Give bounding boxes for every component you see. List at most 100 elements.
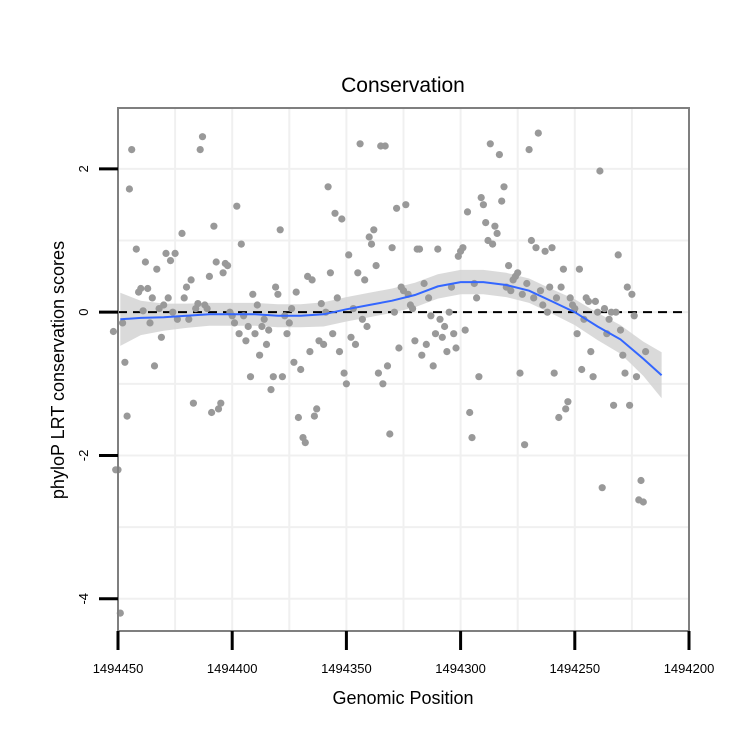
data-point xyxy=(119,319,127,327)
data-point xyxy=(139,307,147,315)
data-point xyxy=(594,308,602,316)
data-point xyxy=(310,412,318,420)
data-point xyxy=(198,133,207,141)
data-point xyxy=(160,301,168,309)
data-point xyxy=(354,269,362,277)
data-point xyxy=(562,405,570,413)
data-point xyxy=(194,300,202,308)
data-point xyxy=(182,283,191,291)
data-point xyxy=(121,358,129,366)
data-point xyxy=(415,245,424,253)
data-point xyxy=(164,294,172,302)
data-point xyxy=(548,244,556,252)
data-point xyxy=(338,215,346,223)
data-point xyxy=(559,265,568,273)
data-point xyxy=(333,294,341,302)
data-point xyxy=(109,327,117,336)
data-point xyxy=(534,129,542,137)
data-point xyxy=(402,201,410,209)
data-point xyxy=(253,301,261,309)
data-point xyxy=(379,380,387,388)
data-point xyxy=(388,244,396,252)
data-point xyxy=(564,398,572,406)
data-point xyxy=(468,434,476,442)
data-point xyxy=(621,369,629,377)
data-point xyxy=(575,265,584,273)
x-tick-label: 1494300 xyxy=(435,661,486,676)
data-point xyxy=(610,401,618,409)
data-point xyxy=(546,283,554,291)
data-point xyxy=(589,373,597,381)
data-point xyxy=(495,151,503,159)
data-point xyxy=(256,351,264,359)
data-point xyxy=(429,362,437,370)
data-point xyxy=(317,300,325,308)
data-point xyxy=(185,315,193,323)
data-point xyxy=(543,308,552,316)
y-tick-label: 2 xyxy=(76,165,91,172)
data-point xyxy=(249,290,257,298)
data-point xyxy=(420,279,428,288)
data-point xyxy=(450,330,458,338)
data-point xyxy=(452,344,460,352)
data-point xyxy=(600,305,609,313)
data-point xyxy=(150,362,159,370)
data-point xyxy=(381,142,389,150)
data-point xyxy=(162,249,170,257)
data-point xyxy=(425,294,433,302)
data-point xyxy=(363,322,371,331)
data-point xyxy=(137,284,145,293)
data-point xyxy=(313,405,321,413)
data-point xyxy=(267,386,275,394)
grid xyxy=(117,108,690,631)
data-point xyxy=(466,408,474,417)
data-point xyxy=(335,348,344,356)
data-point xyxy=(178,229,186,237)
data-points xyxy=(109,129,650,617)
data-point xyxy=(342,380,350,388)
data-point xyxy=(292,288,300,296)
data-point xyxy=(345,251,353,259)
data-point xyxy=(331,209,339,217)
data-point xyxy=(550,369,558,377)
x-tick-label: 1494450 xyxy=(93,661,144,676)
data-point xyxy=(505,262,513,270)
data-point xyxy=(141,258,149,266)
data-point xyxy=(639,498,647,506)
data-point xyxy=(584,297,593,305)
smooth-confidence-ribbon xyxy=(120,269,662,399)
data-point xyxy=(623,283,631,291)
data-point xyxy=(418,351,426,359)
data-point xyxy=(447,283,456,291)
data-point xyxy=(157,333,165,341)
data-point xyxy=(224,262,232,270)
data-point xyxy=(258,322,266,331)
data-point xyxy=(228,312,236,320)
data-point xyxy=(500,183,508,191)
data-point xyxy=(246,373,255,381)
data-point xyxy=(541,247,549,255)
data-point xyxy=(260,315,268,323)
data-point xyxy=(552,294,561,302)
data-point xyxy=(642,348,650,356)
x-tick-label: 1494250 xyxy=(549,661,600,676)
data-point xyxy=(356,140,364,148)
data-point xyxy=(514,269,522,277)
data-point xyxy=(212,258,220,266)
data-point xyxy=(324,183,332,191)
y-axis-ticks: 2 0 -2 -4 xyxy=(76,165,118,605)
x-tick-label: 1494400 xyxy=(207,661,258,676)
data-point xyxy=(491,222,499,230)
data-point xyxy=(521,441,529,449)
data-point xyxy=(242,337,250,345)
data-point xyxy=(489,240,497,248)
data-point xyxy=(616,326,625,334)
data-point xyxy=(233,202,241,210)
data-point xyxy=(555,413,563,422)
data-point xyxy=(475,373,483,381)
data-point xyxy=(326,269,334,277)
data-point xyxy=(370,226,378,234)
data-point xyxy=(498,197,506,205)
data-point xyxy=(637,476,645,485)
data-point xyxy=(390,308,398,316)
